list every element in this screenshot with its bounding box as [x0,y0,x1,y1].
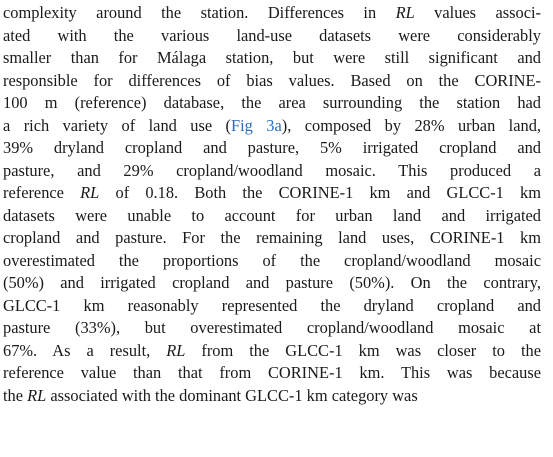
italic-symbol: RL [27,385,47,405]
figure-reference-link[interactable]: Fig 3a [231,115,282,135]
text-line: cropland and pasture. For the remaining … [3,227,541,250]
text-segment: 100 m (reference) database, the area sur… [3,93,541,112]
text-segment: from the GLCC-1 km was closer to the [185,340,541,360]
text-segment: complexity around the station. Differenc… [3,3,396,22]
text-segment: 67%. As a result, [3,340,167,360]
text-line: GLCC-1 km reasonably represented the dry… [3,295,541,318]
text-segment: pasture, and 29% cropland/woodland mosai… [3,160,541,180]
text-line: reference value than that from CORINE-1 … [3,362,541,385]
text-segment: of 0.18. Both the CORINE-1 km and GLCC-1… [99,183,541,202]
text-line: 100 m (reference) database, the area sur… [3,92,541,115]
article-text-block: complexity around the station. Differenc… [3,2,541,407]
text-segment: the [3,385,28,405]
text-segment: GLCC-1 km reasonably represented the dry… [3,295,541,315]
text-line: datasets were unable to account for urba… [3,205,541,228]
text-line: ated with the various land-use datasets … [3,25,541,48]
text-segment: datasets were unable to account for urba… [3,205,541,225]
text-segment: associated with the dominant GLCC-1 km c… [46,385,418,405]
text-segment: cropland and pasture. For the remaining … [3,228,541,247]
text-segment: a rich variety of land use ( [3,115,232,135]
text-segment: pasture (33%), but overestimated croplan… [3,318,541,337]
text-line: 67%. As a result, RL from the GLCC-1 km … [3,340,541,363]
text-line: (50%) and irrigated cropland and pasture… [3,272,541,295]
text-segment: reference value than that from CORINE-1 … [3,363,541,382]
italic-symbol: RL [166,340,186,360]
text-segment: 39% dryland cropland and pasture, 5% irr… [3,138,541,157]
text-segment: reference [3,183,81,202]
text-line: a rich variety of land use (Fig 3a), com… [3,115,541,138]
text-line: 39% dryland cropland and pasture, 5% irr… [3,137,541,160]
text-segment: ated with the various land-use datasets … [3,25,541,45]
text-segment: values associ- [414,3,541,22]
text-segment: ), composed by 28% urban land, [281,115,541,135]
text-line: pasture (33%), but overestimated croplan… [3,317,541,340]
text-segment: responsible for differences of bias valu… [3,70,541,90]
text-line: overestimated the proportions of the cro… [3,250,541,273]
text-segment: smaller than for Málaga station, but wer… [3,48,541,67]
text-line: reference RL of 0.18. Both the CORINE-1 … [3,182,541,205]
text-line: responsible for differences of bias valu… [3,70,541,93]
italic-symbol: RL [80,183,100,202]
text-segment: overestimated the proportions of the cro… [3,250,541,270]
text-line: pasture, and 29% cropland/woodland mosai… [3,160,541,183]
text-line: smaller than for Málaga station, but wer… [3,47,541,70]
text-line: the RL associated with the dominant GLCC… [3,385,541,408]
italic-symbol: RL [395,3,415,22]
text-line: complexity around the station. Differenc… [3,2,541,25]
text-segment: (50%) and irrigated cropland and pasture… [3,273,541,292]
